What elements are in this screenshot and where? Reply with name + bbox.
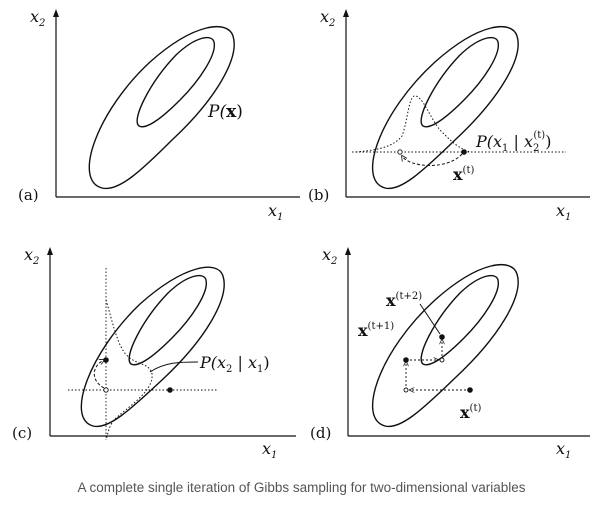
panel-d-label-xt1: x(t+1): [358, 321, 394, 340]
panel-b-point-new: [397, 149, 403, 155]
panel-d-leader-xt2: [419, 303, 441, 335]
panel-b-point-xt: [461, 149, 467, 155]
panel-d-label-xt2: x(t+2): [386, 291, 422, 310]
panel-a: (a) x2 x1 P(x): [18, 7, 300, 223]
panel-a-y-axis-arrow: [53, 9, 59, 17]
panel-c-x-label: x1: [262, 439, 277, 461]
panel-a-outer-contour: [88, 25, 235, 190]
panel-c-y-label: x2: [24, 245, 39, 267]
panel-c-point-mid: [103, 387, 109, 393]
panel-b-point-label: x(t): [453, 165, 474, 184]
panel-c-sample-arrow: [93, 360, 104, 389]
figure-caption: A complete single iteration of Gibbs sam…: [77, 480, 526, 495]
panel-d-outer-contour: [371, 263, 519, 428]
panel-b-tag: (b): [308, 186, 329, 204]
panel-b-y-label: x2: [320, 7, 335, 29]
panel-d-y-label: x2: [322, 245, 337, 267]
panel-c-conditional-density: [105, 299, 153, 441]
panel-c-point-xt: [167, 387, 173, 393]
panel-d: (d) x2 x1 x(t+2) x(t+1) x(t): [310, 245, 590, 461]
panel-b-x-label: x1: [556, 201, 571, 223]
panel-b: (b) x2 x1 P(x1 | x2(t)) x(t): [308, 7, 590, 223]
panel-d-tag: (d): [310, 424, 331, 442]
panel-b-inner-contour: [420, 36, 499, 128]
panel-c-conditional-label: P(x2 | x1): [199, 353, 270, 375]
panel-b-sample-arrow: [402, 153, 463, 166]
panel-c-outer-contour: [80, 266, 225, 428]
panel-b-conditional-label: P(x1 | x2(t)): [475, 130, 551, 154]
panel-b-y-axis-arrow: [343, 9, 349, 17]
panel-d-label-xt: x(t): [460, 403, 481, 422]
panel-d-point-xt1-mid: [439, 357, 445, 363]
panel-c-tag: (c): [12, 424, 32, 442]
panel-c: (c) x2 x1 P(x2 | x1): [12, 245, 296, 461]
panel-c-label-leader: [149, 361, 199, 373]
panel-d-point-xt2: [439, 334, 445, 340]
panel-a-y-label: x2: [30, 7, 45, 29]
panel-d-y-axis-arrow: [345, 247, 351, 255]
panel-d-inner-contour: [420, 274, 499, 366]
panel-c-point-new: [103, 357, 109, 363]
panel-b-conditional-density: [355, 95, 471, 153]
panel-a-p-label: P(x): [207, 102, 243, 122]
panel-c-y-axis-arrow: [47, 247, 53, 255]
panel-a-tag: (a): [18, 186, 39, 204]
panel-b-outer-contour: [371, 25, 519, 190]
panel-c-inner-contour: [128, 274, 207, 366]
panel-d-point-xt1: [403, 357, 409, 363]
panel-d-x-label: x1: [556, 439, 571, 461]
panel-d-point-xt-mid: [403, 387, 409, 393]
panel-d-point-xt: [467, 387, 473, 393]
panel-a-inner-contour: [136, 36, 215, 128]
gibbs-sampling-figure: (a) x2 x1 P(x) (b) x2 x1 P(x1 | x2(t)) x…: [12, 7, 590, 461]
panel-a-x-label: x1: [268, 201, 283, 223]
